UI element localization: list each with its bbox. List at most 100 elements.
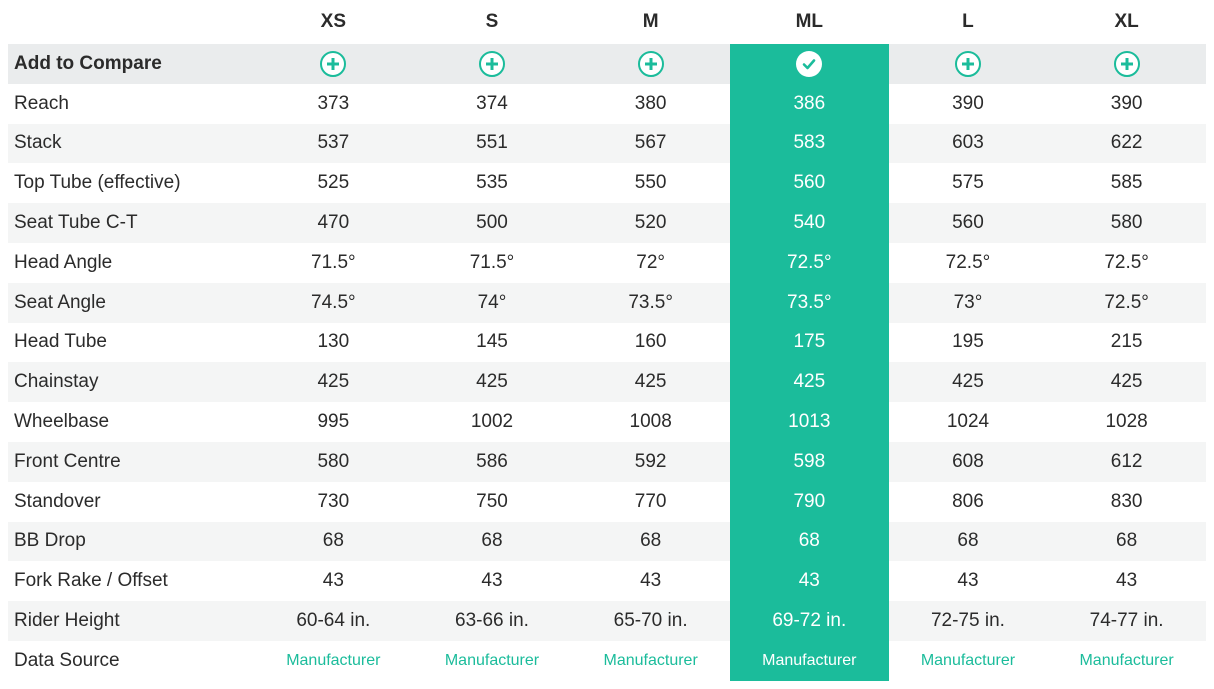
table-cell: 586 [476, 450, 508, 472]
table-cell: 374 [476, 92, 508, 114]
table-cell: 68 [729, 521, 889, 562]
table-cell: 520 [634, 212, 667, 234]
plus-icon [961, 57, 974, 70]
table-cell: 425 [952, 371, 984, 393]
compare-cell-xs [254, 44, 413, 84]
row-label: Head Tube [14, 331, 107, 353]
add-compare-xs-button[interactable] [320, 50, 347, 77]
table-cell: 598 [729, 441, 889, 482]
size-header-xl: XL [1114, 11, 1139, 32]
table-cell: 1008 [629, 411, 672, 433]
size-header-s: S [485, 11, 499, 32]
source-link-s[interactable]: Manufacturer [444, 651, 540, 669]
row-label: Standover [14, 490, 101, 512]
compare-ml-selected-button[interactable] [796, 50, 823, 77]
plus-icon [485, 57, 498, 70]
size-header-m: M [642, 11, 659, 32]
table-cell: 1013 [729, 402, 889, 442]
table-cell: 535 [476, 172, 508, 194]
table-cell: 567 [634, 132, 667, 154]
table-cell: 160 [634, 331, 667, 353]
table-cell: 583 [729, 123, 889, 164]
table-cell: 585 [1110, 172, 1143, 194]
data-source-label: Data Source [14, 649, 120, 671]
table-cell: 1002 [470, 411, 514, 433]
row-label: BB Drop [14, 530, 86, 552]
table-cell: 830 [1110, 490, 1143, 512]
source-cell-ml: Manufacturer [729, 640, 889, 681]
add-compare-s-button[interactable] [478, 50, 505, 77]
size-header-ml: ML [795, 11, 824, 32]
table-cell: 72.5° [729, 242, 889, 283]
table-cell: 575 [952, 172, 984, 194]
table-cell: 73° [953, 291, 983, 313]
plus-icon [644, 57, 657, 70]
table-cell: 425 [729, 362, 889, 403]
table-cell: 580 [317, 450, 350, 472]
table-cell: 1028 [1105, 411, 1148, 433]
table-cell: 425 [476, 371, 508, 393]
table-cell: 390 [952, 92, 984, 114]
table-cell: 69-72 in. [729, 601, 889, 641]
row-label: Head Angle [14, 251, 113, 273]
source-cell-s: Manufacturer [413, 641, 572, 681]
row-label: Wheelbase [14, 411, 110, 433]
table-cell: 43 [481, 570, 503, 592]
table-cell: 43 [1116, 570, 1138, 592]
table-cell: 215 [1110, 331, 1143, 353]
table-row: Seat Tube C-T 470 500 520 540 560 580 [8, 203, 1206, 243]
table-cell: 43 [957, 570, 979, 592]
table-cell: 537 [317, 132, 350, 154]
table-cell: 72-75 in. [930, 610, 1005, 632]
table-cell: 43 [640, 570, 662, 592]
source-link-m[interactable]: Manufacturer [603, 651, 698, 669]
table-cell: 71.5° [469, 251, 515, 273]
table-row: Head Angle 71.5° 71.5° 72° 72.5° 72.5° 72.5° [8, 242, 1206, 283]
table-cell: 500 [476, 212, 508, 234]
table-cell: 68 [1116, 530, 1138, 552]
table-cell: 995 [317, 411, 350, 433]
plus-icon [327, 57, 340, 70]
table-row: Stack 537 551 567 583 603 622 [8, 123, 1206, 164]
table-cell: 145 [476, 331, 508, 353]
table-cell: 608 [952, 450, 984, 472]
table-cell: 806 [952, 490, 984, 512]
table-cell: 603 [952, 132, 984, 154]
table-cell: 580 [1110, 212, 1143, 234]
table-cell: 425 [634, 371, 667, 393]
table-cell: 390 [1110, 92, 1143, 114]
row-label: Stack [14, 132, 62, 154]
table-cell: 73.5° [628, 291, 673, 313]
table-cell: 770 [634, 490, 667, 512]
source-link-l[interactable]: Manufacturer [920, 651, 1016, 669]
compare-cell-xl [1047, 44, 1206, 84]
table-cell: 622 [1110, 132, 1143, 154]
table-cell: 425 [317, 371, 350, 393]
table-row: Chainstay 425 425 425 425 425 425 [8, 362, 1206, 403]
table-cell: 65-70 in. [613, 610, 688, 632]
size-header-row: XS S M ML L XL [8, 0, 1206, 44]
table-row: Front Centre 580 586 592 598 608 612 [8, 441, 1206, 482]
table-cell: 560 [952, 212, 984, 234]
table-cell: 72° [636, 251, 665, 273]
add-compare-xl-button[interactable] [1113, 50, 1140, 77]
add-compare-l-button[interactable] [954, 50, 981, 77]
source-link-xl[interactable]: Manufacturer [1079, 651, 1174, 669]
table-cell: 551 [476, 132, 508, 154]
add-compare-m-button[interactable] [637, 50, 664, 77]
check-icon [802, 59, 816, 70]
table-cell: 43 [729, 561, 889, 602]
table-cell: 74° [477, 291, 507, 313]
table-cell: 72.5° [945, 251, 991, 273]
size-header-xs: XS [320, 11, 346, 32]
table-cell: 74.5° [311, 291, 356, 313]
table-row: Reach 373 374 380 386 390 390 [8, 83, 1206, 124]
table-cell: 60-64 in. [296, 610, 371, 632]
table-cell: 72.5° [1104, 251, 1149, 273]
table-cell: 68 [640, 530, 662, 552]
data-source-row: Data Source Manufacturer Manufacturer Ma… [8, 640, 1206, 681]
source-link-ml[interactable]: Manufacturer [762, 651, 857, 669]
source-link-xs[interactable]: Manufacturer [286, 651, 381, 669]
compare-cell-l [889, 44, 1048, 84]
table-cell: 790 [729, 481, 889, 522]
